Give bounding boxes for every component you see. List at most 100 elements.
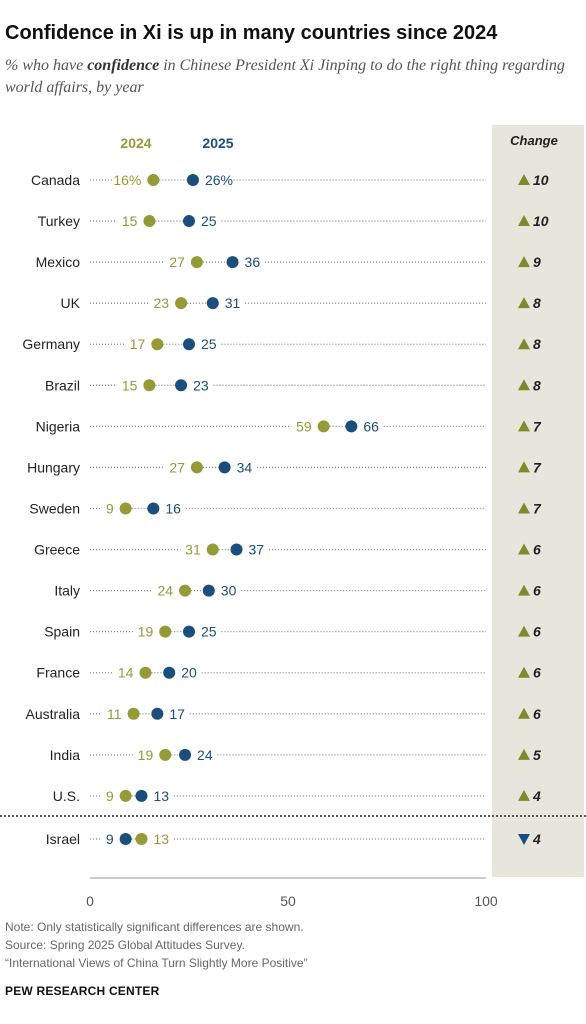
dot-2024: [147, 174, 160, 186]
value-label: 13: [153, 788, 169, 804]
country-label: France: [36, 665, 80, 681]
up-triangle-icon: [518, 584, 530, 596]
change-value: 6: [533, 624, 541, 640]
dot-2025: [186, 174, 199, 186]
down-triangle-icon: [518, 834, 530, 845]
value-label: 30: [221, 583, 237, 599]
value-label: 13: [153, 831, 169, 847]
value-label: 25: [201, 336, 217, 352]
up-triangle-icon: [518, 543, 530, 555]
value-label: 15: [122, 377, 138, 393]
value-label: 9: [106, 500, 114, 516]
country-label: Canada: [31, 172, 80, 188]
value-label: 25: [201, 624, 217, 640]
value-label: 26%: [205, 172, 233, 188]
up-triangle-icon: [518, 256, 530, 268]
dot-2025: [206, 297, 219, 310]
change-value: 8: [533, 295, 541, 311]
dot-2024: [119, 502, 132, 515]
dot-2025: [218, 461, 231, 474]
up-triangle-icon: [518, 748, 530, 760]
dot-2025: [183, 625, 195, 638]
value-label: 14: [118, 665, 134, 681]
change-value: 7: [533, 459, 542, 475]
up-triangle-icon: [518, 502, 530, 514]
up-triangle-icon: [518, 338, 530, 350]
dot-2024: [119, 789, 132, 802]
value-label: 20: [181, 665, 197, 681]
dot-2024: [190, 256, 203, 269]
change-value: 8: [533, 336, 541, 352]
value-label: 24: [157, 583, 173, 599]
dot-2025: [230, 543, 243, 556]
value-label: 24: [197, 747, 213, 763]
value-label: 11: [107, 706, 122, 722]
dot-2025: [135, 789, 148, 802]
legend-2025: 2025: [202, 135, 233, 151]
value-label: 27: [169, 459, 185, 475]
value-label: 19: [138, 624, 154, 640]
dot-2025: [183, 215, 195, 228]
value-label: 9: [106, 788, 114, 804]
dot-2024: [135, 833, 148, 845]
change-value: 4: [532, 788, 541, 804]
value-label: 25: [201, 213, 217, 229]
report-title: “International Views of China Turn Sligh…: [5, 956, 308, 970]
dot-2024: [179, 584, 192, 597]
value-label: 27: [169, 254, 185, 270]
change-value: 7: [533, 418, 542, 434]
dot-2025: [226, 256, 239, 269]
value-label: 17: [169, 706, 185, 722]
value-label: 9: [106, 831, 114, 847]
country-label: U.S.: [53, 788, 80, 804]
dot-2025: [151, 707, 164, 720]
country-label: Italy: [54, 583, 80, 599]
up-triangle-icon: [518, 174, 530, 185]
dot-2025: [202, 584, 215, 597]
up-triangle-icon: [518, 707, 530, 719]
dot-2025: [179, 748, 192, 761]
change-value: 4: [532, 831, 541, 847]
dot-2025: [119, 833, 132, 845]
up-triangle-icon: [518, 420, 530, 432]
country-label: Greece: [34, 542, 80, 558]
up-triangle-icon: [518, 297, 530, 309]
up-triangle-icon: [518, 215, 530, 227]
dot-2024: [317, 420, 330, 433]
chart-subtitle: % who have confidence in Chinese Preside…: [5, 55, 565, 99]
subtitle-emphasis: confidence: [87, 57, 160, 74]
value-label: 19: [138, 747, 154, 763]
change-header: Change: [510, 133, 558, 148]
change-value: 10: [533, 172, 549, 188]
dot-2025: [175, 379, 188, 392]
dot-2024: [143, 379, 156, 392]
dot-2024: [143, 215, 156, 228]
dot-2025: [163, 666, 176, 679]
change-value: 10: [533, 213, 549, 229]
dot-2024: [159, 748, 172, 761]
value-label: 16%: [113, 172, 141, 188]
subtitle-before: % who have: [5, 57, 88, 74]
subtitle-after: in Chinese President Xi Jinping to do th…: [5, 57, 565, 96]
change-value: 6: [533, 665, 541, 681]
value-label: 31: [185, 542, 201, 558]
value-label: 59: [296, 418, 312, 434]
x-tick-label: 100: [474, 893, 498, 909]
country-label: Hungary: [27, 459, 80, 475]
dot-2024: [175, 297, 188, 310]
dot-2024: [151, 338, 164, 351]
country-label: Sweden: [29, 500, 80, 516]
change-value: 9: [533, 254, 541, 270]
value-label: 34: [237, 459, 253, 475]
chart-source: Source: Spring 2025 Global Attitudes Sur…: [5, 938, 245, 952]
change-value: 6: [533, 583, 541, 599]
country-label: Mexico: [36, 254, 81, 270]
up-triangle-icon: [518, 789, 530, 801]
x-tick-label: 50: [280, 893, 296, 909]
chart-note: Note: Only statistically significant dif…: [5, 920, 304, 934]
up-triangle-icon: [518, 625, 530, 637]
change-value: 7: [533, 500, 542, 516]
value-label: 15: [122, 213, 138, 229]
value-label: 17: [130, 336, 146, 352]
